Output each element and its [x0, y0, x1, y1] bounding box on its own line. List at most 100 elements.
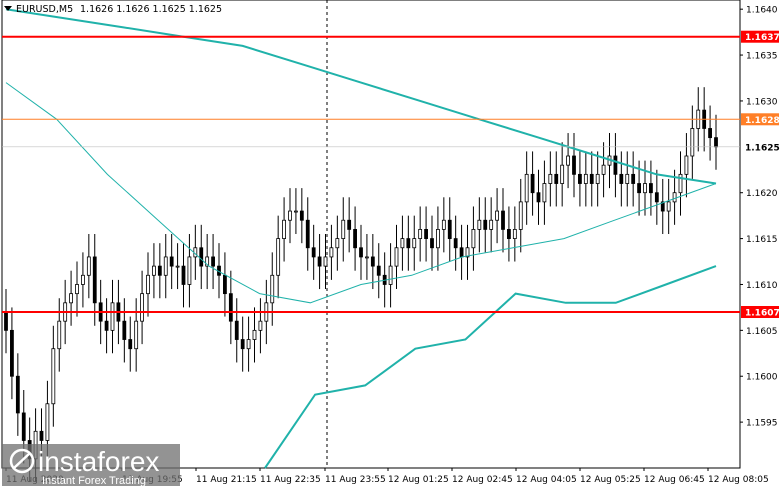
candle [465, 224, 470, 280]
x-tick-label: 11 Aug 21:15 [196, 475, 257, 485]
candle [270, 252, 275, 326]
x-tick-label: 12 Aug 05:25 [580, 475, 641, 485]
candle [134, 298, 139, 372]
candle [459, 224, 464, 280]
candle [329, 224, 334, 280]
candle [294, 188, 298, 234]
candle [595, 151, 600, 207]
candle [146, 252, 150, 317]
ohlc-readout: 1.1626 1.1626 1.1625 1.1625 [80, 4, 222, 15]
candle [548, 151, 553, 207]
y-tick-label: 1.1620 [746, 189, 778, 199]
candle [228, 270, 233, 345]
bollinger-lower-line [264, 265, 717, 469]
candle [684, 133, 689, 198]
candle [477, 197, 482, 253]
x-tick-label: 12 Aug 01:25 [388, 475, 449, 485]
candle [507, 206, 511, 262]
price-axis: 1.1637 1.1628 1.1607 1.1625 1.1640 1.1635 1.16… [740, 6, 780, 429]
candle [441, 197, 446, 253]
candle [163, 234, 168, 299]
dropdown-arrow-icon[interactable] [4, 6, 12, 11]
candle [353, 206, 357, 271]
candle [370, 234, 375, 290]
candle [708, 105, 712, 161]
x-tick-label: 12 Aug 08:05 [708, 475, 769, 485]
y-tick-label: 1.1600 [746, 373, 778, 383]
candle [175, 243, 180, 290]
candle [187, 234, 192, 308]
y-tick-label: 1.1640 [746, 6, 778, 16]
candle [376, 243, 381, 299]
candle [524, 151, 529, 225]
candle [341, 197, 346, 262]
plot-area [1, 0, 741, 482]
candle [672, 169, 677, 225]
candle [418, 206, 423, 262]
candle [412, 215, 417, 271]
chart-header: EURUSD,M5 1.1626 1.1626 1.1625 1.1625 [4, 4, 222, 15]
candle [589, 151, 594, 207]
candle [447, 197, 452, 262]
candle [181, 243, 186, 308]
candle [169, 234, 174, 290]
level-badge-label: 1.1628 [745, 116, 780, 126]
candle [690, 105, 695, 179]
candle [317, 234, 322, 290]
candle [122, 298, 127, 363]
candle [305, 197, 310, 271]
candle [4, 289, 8, 354]
candle [424, 206, 428, 262]
candle [311, 224, 316, 280]
candle [583, 151, 588, 207]
candle [92, 234, 97, 326]
y-tick-label: 1.1630 [746, 97, 778, 107]
candle [406, 215, 411, 271]
candle [566, 133, 570, 189]
level-badge [741, 113, 779, 126]
candle [654, 169, 659, 225]
bollinger-upper-line [5, 8, 717, 185]
current-price-badge [740, 140, 780, 154]
candle [536, 169, 541, 225]
candle [436, 206, 440, 271]
candle [601, 142, 606, 198]
candle [258, 298, 263, 354]
candle [495, 188, 499, 244]
candle [388, 243, 393, 308]
logo-tagline: Instant Forex Trading [42, 475, 146, 487]
candle [560, 142, 565, 207]
x-tick-label: 12 Aug 02:45 [452, 475, 513, 485]
candle [625, 151, 630, 207]
candle [471, 206, 476, 271]
candle [512, 206, 517, 262]
level-badge [741, 306, 779, 318]
candle [81, 252, 85, 308]
candle [223, 252, 227, 317]
x-tick-label: 11 Aug 23:55 [325, 475, 386, 485]
candle [157, 243, 162, 299]
level-badge-label: 1.1607 [745, 309, 780, 319]
candle [104, 298, 109, 354]
candle [246, 316, 251, 372]
candle [51, 325, 56, 427]
candle [234, 298, 239, 363]
candle [69, 270, 73, 326]
candle [489, 197, 494, 253]
plot-frame [1, 0, 741, 469]
candle [483, 197, 488, 253]
candle [276, 215, 281, 299]
x-tick-label: 12 Aug 06:45 [644, 475, 705, 485]
candle [240, 316, 245, 372]
candle [75, 261, 79, 317]
level-badge-label: 1.1637 [745, 33, 780, 43]
candle [140, 270, 144, 345]
candle [554, 151, 559, 207]
candle [660, 178, 665, 234]
candle [323, 234, 328, 290]
candle [335, 215, 340, 271]
candle [453, 215, 458, 271]
